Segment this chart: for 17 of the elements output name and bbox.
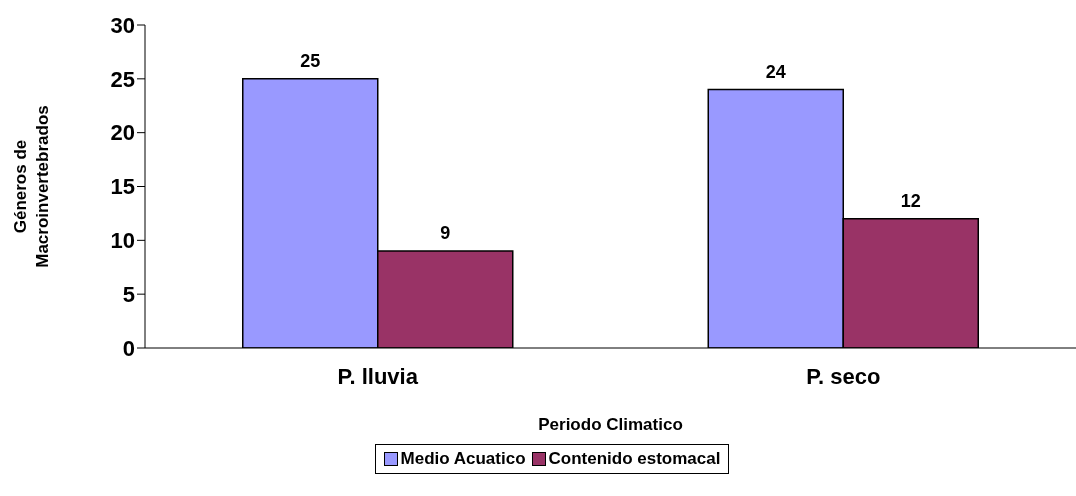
data-label: 24 bbox=[765, 61, 786, 82]
y-tick-label: 15 bbox=[110, 174, 135, 200]
y-tick-label: 20 bbox=[110, 120, 135, 146]
data-label: 25 bbox=[300, 50, 321, 71]
y-tick-label: 30 bbox=[110, 12, 135, 38]
y-tick-label: 10 bbox=[110, 228, 135, 254]
legend-label: Contenido estomacal bbox=[548, 449, 721, 469]
y-tick-label: 0 bbox=[122, 335, 135, 361]
x-tick-label: P. seco bbox=[806, 363, 881, 389]
data-label: 12 bbox=[900, 190, 921, 211]
data-label: 9 bbox=[440, 223, 451, 244]
legend-label: Medio Acuatico bbox=[400, 449, 526, 469]
y-tick-label: 25 bbox=[110, 66, 135, 92]
y-axis-title: Géneros de Macroinvertebrados bbox=[11, 105, 52, 268]
x-axis-title: Periodo Climatico bbox=[538, 415, 683, 434]
y-tick-label: 5 bbox=[122, 281, 135, 307]
x-tick-label: P. lluvia bbox=[337, 363, 419, 389]
